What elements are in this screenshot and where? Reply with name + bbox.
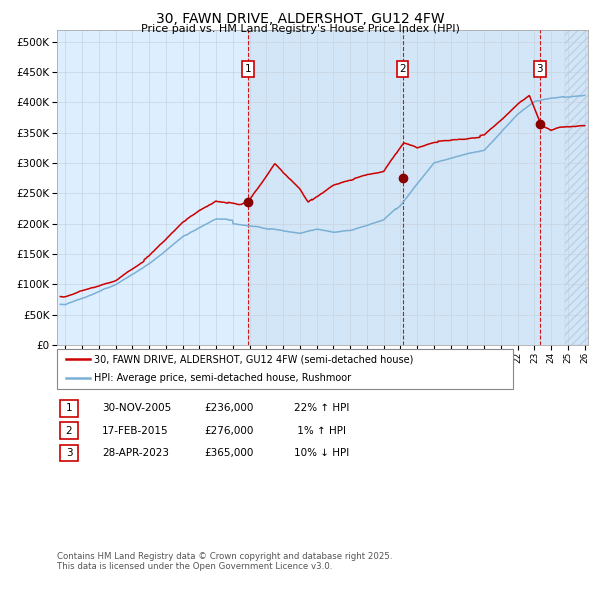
Bar	[248, 30, 403, 345]
Text: 30-NOV-2005: 30-NOV-2005	[102, 404, 171, 413]
Text: £236,000: £236,000	[204, 404, 253, 413]
Text: 1: 1	[65, 404, 73, 413]
Text: Price paid vs. HM Land Registry's House Price Index (HPI): Price paid vs. HM Land Registry's House …	[140, 24, 460, 34]
Text: 17-FEB-2015: 17-FEB-2015	[102, 426, 169, 435]
Text: 22% ↑ HPI: 22% ↑ HPI	[294, 404, 349, 413]
Text: HPI: Average price, semi-detached house, Rushmoor: HPI: Average price, semi-detached house,…	[94, 373, 352, 383]
Text: 1% ↑ HPI: 1% ↑ HPI	[294, 426, 346, 435]
Bar	[540, 30, 588, 345]
Text: 10% ↓ HPI: 10% ↓ HPI	[294, 448, 349, 458]
Text: £365,000: £365,000	[204, 448, 253, 458]
Text: 2: 2	[399, 64, 406, 74]
Bar	[403, 30, 540, 345]
Text: 1: 1	[245, 64, 251, 74]
Text: 3: 3	[65, 448, 73, 458]
Text: £276,000: £276,000	[204, 426, 253, 435]
Text: 2: 2	[65, 426, 73, 435]
Text: 28-APR-2023: 28-APR-2023	[102, 448, 169, 458]
Text: 30, FAWN DRIVE, ALDERSHOT, GU12 4FW (semi-detached house): 30, FAWN DRIVE, ALDERSHOT, GU12 4FW (sem…	[94, 355, 413, 364]
Text: 30, FAWN DRIVE, ALDERSHOT, GU12 4FW: 30, FAWN DRIVE, ALDERSHOT, GU12 4FW	[155, 12, 445, 26]
Text: 3: 3	[536, 64, 543, 74]
Text: Contains HM Land Registry data © Crown copyright and database right 2025.
This d: Contains HM Land Registry data © Crown c…	[57, 552, 392, 571]
